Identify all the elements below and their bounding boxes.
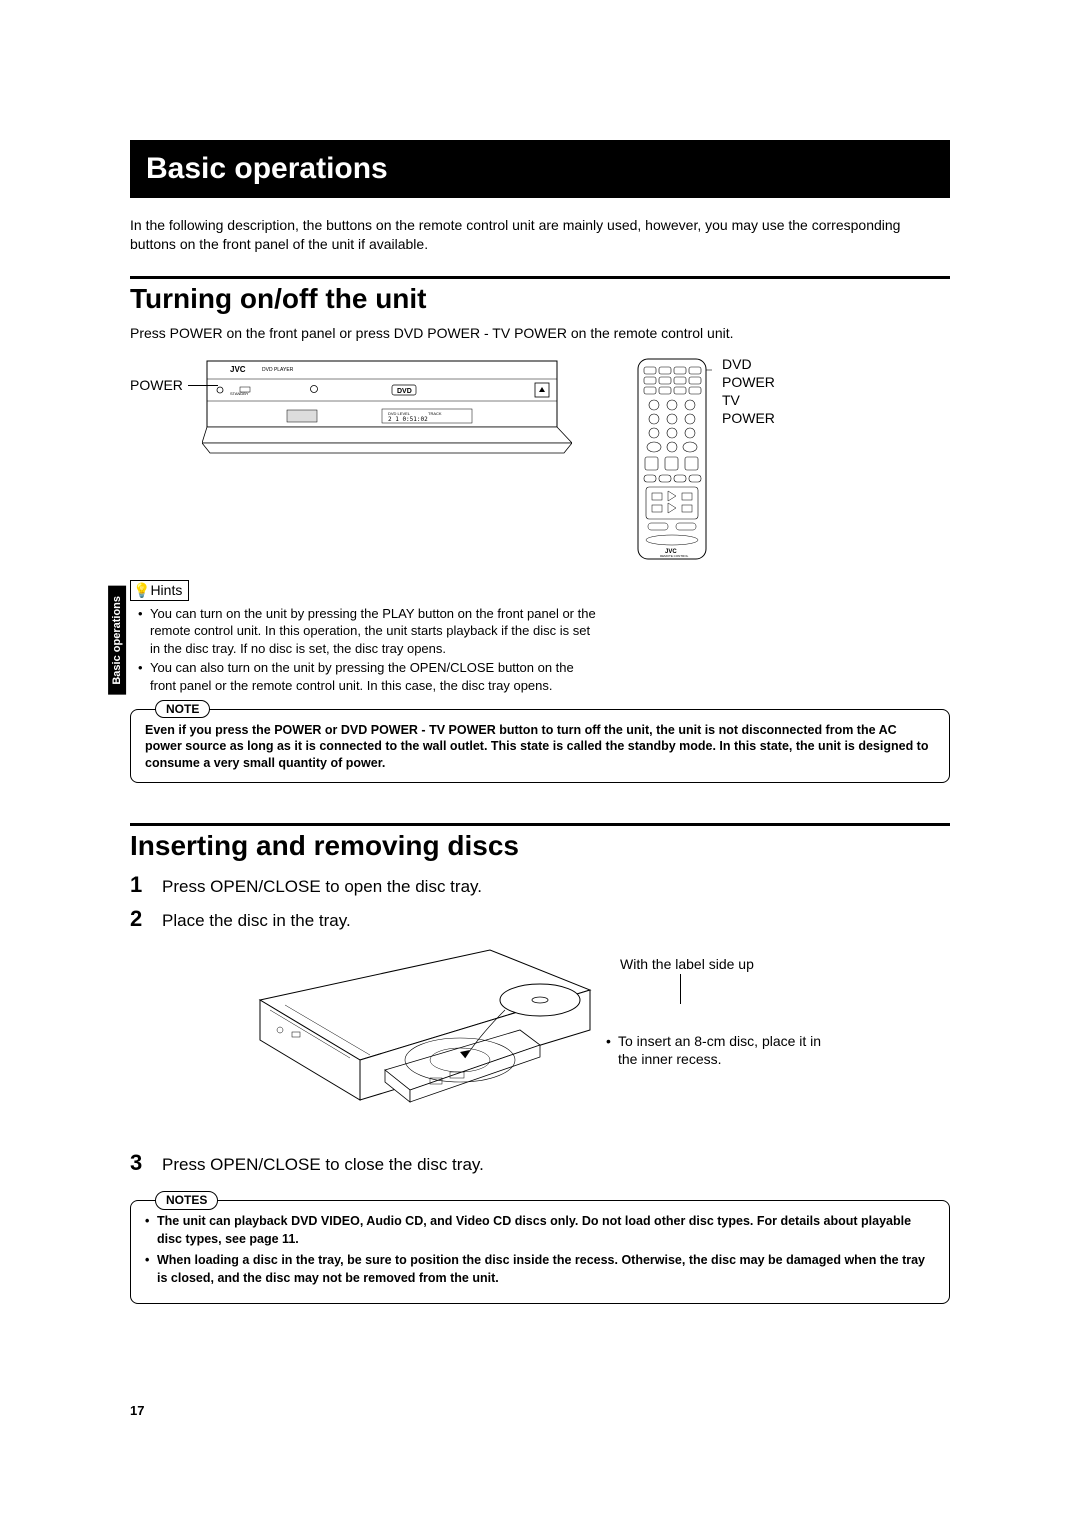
hint-item: You can turn on the unit by pressing the… (138, 605, 600, 658)
step-number: 1 (130, 872, 148, 898)
svg-text:TRACK: TRACK (428, 411, 442, 416)
step-number: 2 (130, 906, 148, 932)
disc-insertion-figure: With the label side up To insert an 8-cm… (230, 940, 850, 1140)
diagram-row: POWER JVC DVD PLAYER STANDBY DVD DVD LEV… (130, 355, 950, 570)
page-number: 17 (130, 1403, 144, 1418)
section1-heading: Turning on/off the unit (130, 283, 950, 315)
section1-sub: Press POWER on the front panel or press … (130, 325, 950, 341)
hints-list: You can turn on the unit by pressing the… (130, 605, 600, 695)
step-item: 2 Place the disc in the tray. (130, 906, 950, 932)
step-text: Press OPEN/CLOSE to close the disc tray. (162, 1155, 484, 1175)
disc-player-illustration (230, 940, 610, 1140)
notes-badge: NOTES (155, 1191, 218, 1210)
notes-item: When loading a disc in the tray, be sure… (145, 1252, 935, 1287)
step-text: Place the disc in the tray. (162, 911, 351, 931)
tv-power-label: TV POWER (722, 391, 775, 427)
svg-text:JVC: JVC (230, 365, 246, 374)
label-side-up-label: With the label side up (620, 956, 754, 972)
steps-list-2: 3 Press OPEN/CLOSE to close the disc tra… (130, 1150, 950, 1176)
dvd-power-label: DVD POWER (722, 355, 775, 391)
hints-badge: 💡Hints (130, 580, 189, 601)
steps-list: 1 Press OPEN/CLOSE to open the disc tray… (130, 872, 950, 932)
hint-item: You can also turn on the unit by pressin… (138, 659, 600, 694)
chapter-title: Basic operations (130, 140, 950, 198)
svg-text:DVD: DVD (397, 388, 412, 395)
step-item: 3 Press OPEN/CLOSE to close the disc tra… (130, 1150, 950, 1176)
dvd-player-illustration: JVC DVD PLAYER STANDBY DVD DVD LEVEL TRA… (202, 355, 572, 465)
intro-text: In the following description, the button… (130, 216, 950, 254)
disc-8cm-note: To insert an 8-cm disc, place it in the … (618, 1032, 838, 1068)
remote-diagram: DVD POWER TV POWER (632, 355, 712, 570)
svg-text:DVD PLAYER: DVD PLAYER (262, 367, 294, 373)
dvd-player-diagram: POWER JVC DVD PLAYER STANDBY DVD DVD LEV… (202, 355, 572, 470)
note-badge: NOTE (155, 700, 210, 718)
lightbulb-icon: 💡 (133, 582, 150, 598)
note-text: Even if you press the POWER or DVD POWER… (145, 723, 928, 771)
power-label: POWER (130, 377, 183, 393)
svg-text:2 1 0:51:02: 2 1 0:51:02 (388, 416, 428, 423)
notes-item: The unit can playback DVD VIDEO, Audio C… (145, 1213, 935, 1248)
section2-heading: Inserting and removing discs (130, 830, 950, 862)
svg-text:STANDBY: STANDBY (230, 391, 249, 396)
step-text: Press OPEN/CLOSE to open the disc tray. (162, 877, 482, 897)
note-box-1: NOTE Even if you press the POWER or DVD … (130, 709, 950, 784)
remote-illustration: JVC REMOTE CONTROL (632, 355, 712, 565)
section-divider-2 (130, 823, 950, 826)
page-section-tab: Basic operations (108, 586, 126, 695)
section-divider-1 (130, 276, 950, 279)
svg-text:REMOTE CONTROL: REMOTE CONTROL (660, 554, 689, 558)
note-box-2: NOTES The unit can playback DVD VIDEO, A… (130, 1200, 950, 1304)
step-number: 3 (130, 1150, 148, 1176)
step-item: 1 Press OPEN/CLOSE to open the disc tray… (130, 872, 950, 898)
